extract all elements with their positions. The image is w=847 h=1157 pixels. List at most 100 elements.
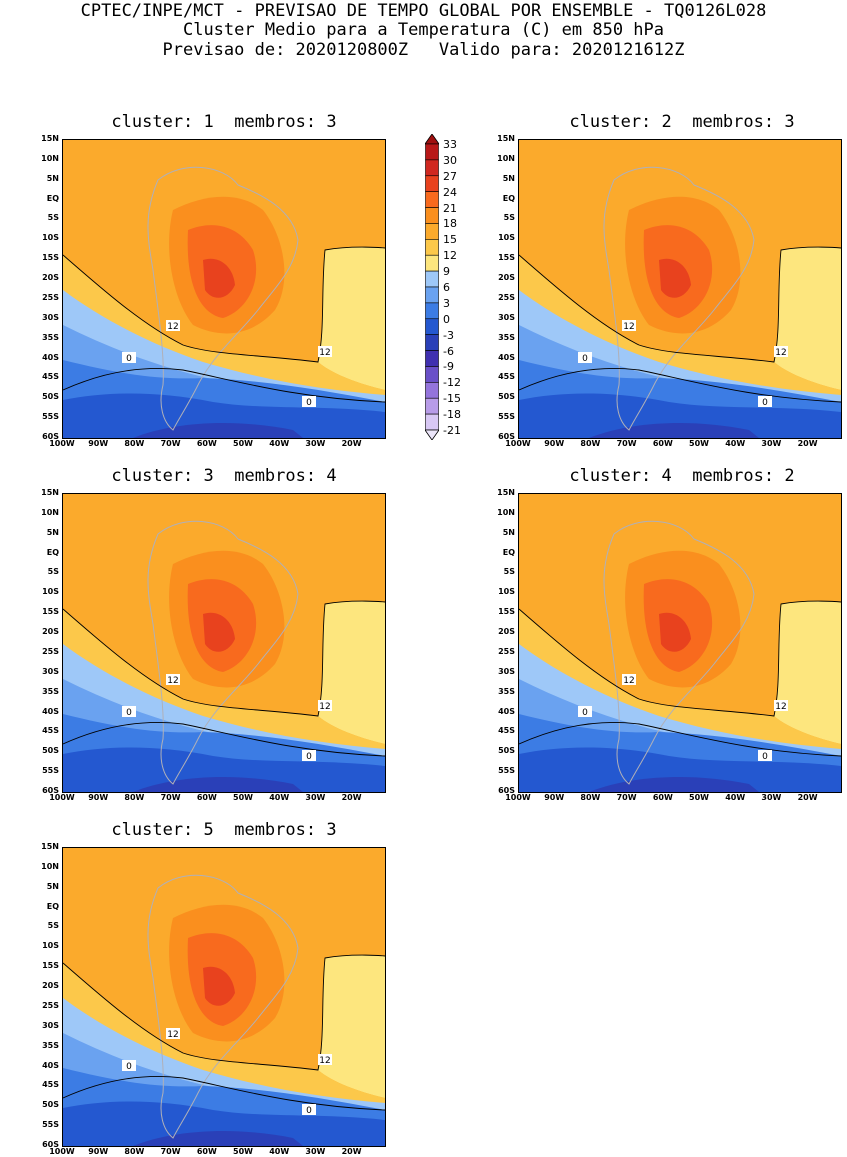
lat-tick-label: 55S xyxy=(42,412,59,422)
lat-tick-label: 40S xyxy=(42,1060,59,1070)
contour-label: 0 xyxy=(306,752,312,762)
colorbar-label: -12 xyxy=(443,376,461,390)
contour-label: 0 xyxy=(126,708,132,718)
colorbar-swatch xyxy=(425,302,439,320)
colorbar-label: 6 xyxy=(443,281,450,294)
contour-label: 0 xyxy=(126,354,132,364)
colorbar-swatch xyxy=(425,382,439,399)
lon-tick-label: 40W xyxy=(269,439,290,448)
lat-tick-label: 50S xyxy=(42,1100,59,1110)
lon-tick-label: 70W xyxy=(160,793,181,802)
lat-tick-label: 10S xyxy=(42,941,59,951)
lat-tick-label: 35S xyxy=(42,332,59,342)
contour-label: 12 xyxy=(775,702,786,712)
colorbar-swatch xyxy=(425,413,439,431)
colorbar-label: -21 xyxy=(443,424,461,437)
contour-label: 12 xyxy=(167,322,178,332)
lat-tick-label: 55S xyxy=(498,412,515,422)
contour-label: 12 xyxy=(319,702,330,712)
lat-tick-label: 25S xyxy=(498,292,515,302)
colorbar-label: 15 xyxy=(443,233,457,247)
lat-tick-label: EQ xyxy=(502,193,515,203)
lat-tick-label: 25S xyxy=(42,1000,59,1010)
colorbar-swatch xyxy=(425,270,439,288)
lat-tick-label: 5N xyxy=(502,527,515,537)
lat-tick-label: EQ xyxy=(46,901,59,911)
lat-tick-label: 55S xyxy=(42,766,59,776)
lon-tick-label: 80W xyxy=(124,1147,145,1156)
lat-tick-label: 10N xyxy=(497,153,515,163)
lon-tick-label: 60W xyxy=(652,439,673,448)
lon-tick-label: 100W xyxy=(49,793,75,802)
panel-title: cluster: 4 membros: 2 xyxy=(569,466,795,486)
map-panel: 12 12 0 0 xyxy=(62,493,386,793)
lon-tick-label: 60W xyxy=(196,439,217,448)
lat-tick-label: 40S xyxy=(498,706,515,716)
lat-tick-label: 50S xyxy=(498,392,515,402)
lat-tick-label: 45S xyxy=(42,372,59,382)
lat-tick-label: 50S xyxy=(498,746,515,756)
colorbar-label: -6 xyxy=(443,344,454,358)
lat-tick-label: 10S xyxy=(42,587,59,597)
lon-tick-label: 50W xyxy=(233,439,253,448)
colorbar-label: -3 xyxy=(443,328,454,342)
lat-tick-label: 60S xyxy=(42,1140,59,1149)
header-title-line2: Cluster Medio para a Temperatura (C) em … xyxy=(182,20,665,40)
colorbar-label: -18 xyxy=(443,408,461,422)
contour-label: 12 xyxy=(167,676,178,686)
lat-tick-label: 5S xyxy=(47,921,59,931)
lat-tick-label: 30S xyxy=(42,666,59,676)
lon-tick-label: 90W xyxy=(544,793,565,802)
lat-tick-label: 10N xyxy=(41,153,59,163)
colorbar-swatch xyxy=(425,207,439,224)
lon-tick-label: 100W xyxy=(49,439,75,448)
lat-tick-label: 55S xyxy=(42,1120,59,1130)
lon-tick-label: 50W xyxy=(689,439,709,448)
map-panel: 12 12 0 0 xyxy=(62,847,386,1147)
lat-tick-label: 20S xyxy=(498,627,515,637)
colorbar-label: 33 xyxy=(443,138,457,151)
lat-tick-label: 5S xyxy=(503,213,515,223)
lat-tick-label: 15N xyxy=(497,134,515,143)
colorbar-swatch xyxy=(425,239,439,256)
lat-tick-label: 15S xyxy=(42,607,59,617)
map-panel: 12 12 0 0 xyxy=(62,139,386,439)
lat-tick-label: 35S xyxy=(42,686,59,696)
lat-tick-label: 15N xyxy=(497,488,515,497)
lat-tick-label: 40S xyxy=(42,352,59,362)
colorbar-swatch xyxy=(425,286,439,304)
contour-label: 12 xyxy=(623,322,634,332)
lon-tick-label: 70W xyxy=(616,439,637,448)
lat-tick-label: 15N xyxy=(41,488,59,497)
lon-tick-label: 80W xyxy=(580,439,601,448)
colorbar-swatch xyxy=(425,397,439,415)
colorbar-label: 18 xyxy=(443,217,457,231)
lat-tick-label: 35S xyxy=(42,1040,59,1050)
lat-tick-label: 10N xyxy=(497,507,515,517)
lon-tick-label: 100W xyxy=(505,439,531,448)
lon-tick-label: 90W xyxy=(88,439,109,448)
lon-tick-label: 90W xyxy=(88,793,109,802)
colorbar-swatch xyxy=(425,350,439,367)
lat-tick-label: 10S xyxy=(498,233,515,243)
temperature-field: 12 12 0 0 xyxy=(63,494,385,792)
colorbar-swatch xyxy=(425,191,439,208)
contour-label: 0 xyxy=(762,752,768,762)
colorbar-label: 27 xyxy=(443,169,457,183)
lon-tick-label: 80W xyxy=(124,793,145,802)
lat-tick-label: 15S xyxy=(42,253,59,263)
lat-tick-label: 55S xyxy=(498,766,515,776)
lat-tick-label: 15S xyxy=(498,253,515,263)
lat-tick-label: 50S xyxy=(42,746,59,756)
lat-tick-label: 5S xyxy=(47,213,59,223)
contour-label: 0 xyxy=(306,1106,312,1116)
colorbar-label: 12 xyxy=(443,249,457,263)
lon-tick-label: 70W xyxy=(160,1147,181,1156)
contour-label: 0 xyxy=(582,708,588,718)
lon-tick-label: 70W xyxy=(160,439,181,448)
panel-title: cluster: 2 membros: 3 xyxy=(569,112,795,132)
lat-tick-label: 5S xyxy=(503,567,515,577)
lat-tick-label: 10S xyxy=(498,587,515,597)
lon-tick-label: 20W xyxy=(341,1147,362,1156)
lat-tick-label: 20S xyxy=(42,981,59,991)
